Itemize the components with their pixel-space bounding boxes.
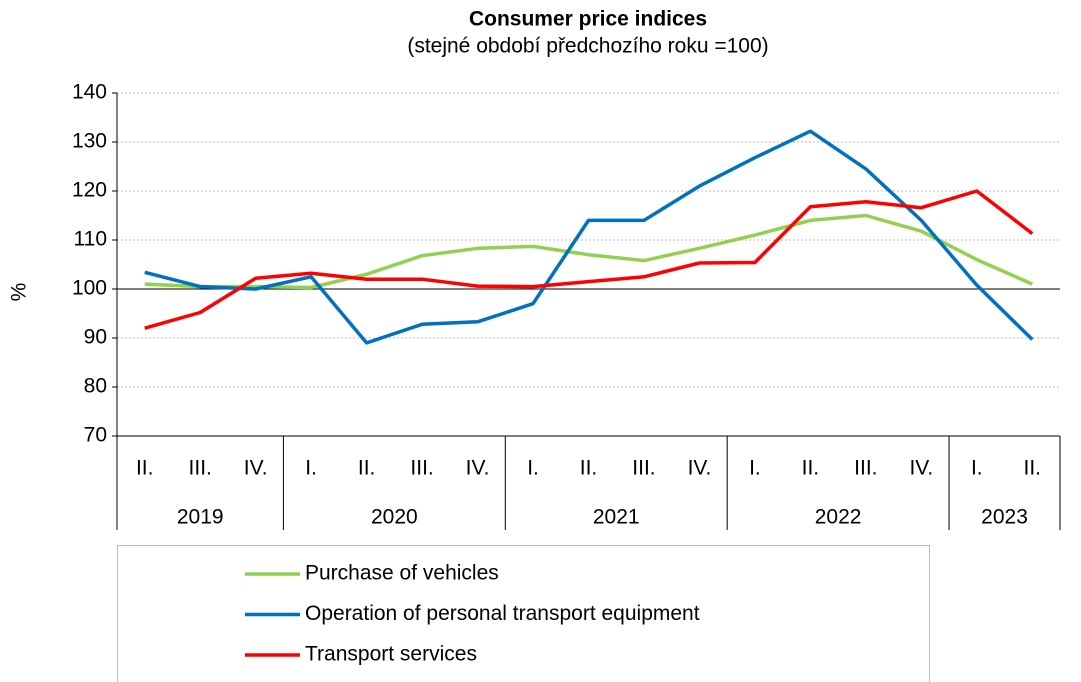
legend-label: Purchase of vehicles — [305, 562, 499, 585]
group-label: 2020 — [371, 506, 418, 529]
x-tick-label: II. — [136, 457, 154, 480]
x-tick-label: III. — [632, 457, 655, 480]
series-line — [144, 213, 1034, 290]
legend-label: Operation of personal transport equipmen… — [305, 602, 700, 625]
x-tick-label: III. — [854, 457, 877, 480]
group-label: 2023 — [981, 506, 1028, 529]
group-label: 2019 — [177, 506, 224, 529]
x-tick-label: II. — [580, 457, 598, 480]
y-tick-label: 90 — [84, 326, 107, 349]
chart-subtitle: (stejné období předchozího roku =100) — [407, 35, 768, 58]
x-tick-label: IV. — [466, 457, 490, 480]
y-axis-label: % — [8, 283, 31, 302]
y-tick-label: 100 — [72, 277, 107, 300]
x-tick-label: I. — [527, 457, 539, 480]
y-tick-label: 70 — [84, 424, 107, 447]
x-tick-label: I. — [749, 457, 761, 480]
x-tick-label: IV. — [909, 457, 933, 480]
x-tick-label: III. — [189, 457, 212, 480]
x-tick-label: I. — [305, 457, 317, 480]
y-tick-label: 80 — [84, 375, 107, 398]
y-tick-label: 140 — [72, 81, 107, 104]
legend-label: Transport services — [305, 643, 477, 666]
group-label: 2022 — [815, 506, 862, 529]
y-tick-label: 120 — [72, 179, 107, 202]
series-line — [144, 189, 1034, 330]
x-tick-label: I. — [971, 457, 983, 480]
y-tick-label: 110 — [74, 228, 107, 251]
x-tick-label: IV. — [688, 457, 712, 480]
x-tick-label: IV. — [244, 457, 268, 480]
x-tick-label: II. — [802, 457, 820, 480]
group-label: 2021 — [593, 506, 640, 529]
chart-title: Consumer price indices — [469, 8, 707, 31]
series-line — [144, 129, 1034, 345]
x-tick-label: II. — [1024, 457, 1042, 480]
y-tick-label: 130 — [72, 130, 107, 153]
x-tick-label: II. — [358, 457, 376, 480]
x-tick-label: III. — [410, 457, 433, 480]
